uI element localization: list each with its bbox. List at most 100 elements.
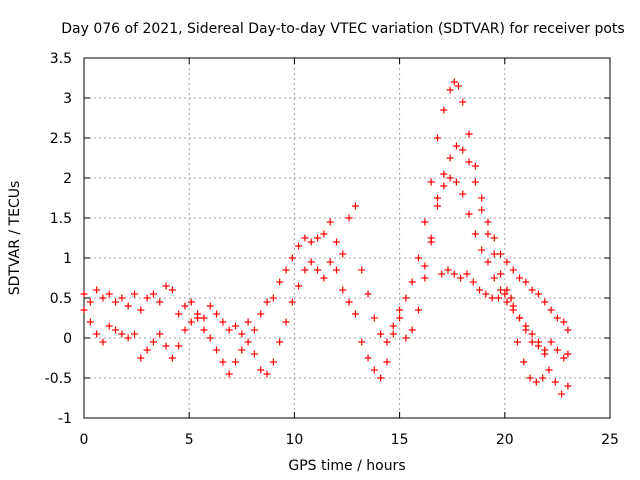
data-point — [408, 326, 416, 334]
data-point — [503, 286, 511, 294]
y-axis-label: SDTVAR / TECUs — [7, 181, 23, 296]
y-tick-label: 2 — [63, 171, 72, 187]
data-point — [471, 230, 479, 238]
data-point — [326, 218, 334, 226]
data-point — [339, 286, 347, 294]
data-point — [326, 258, 334, 266]
data-point — [526, 374, 534, 382]
data-point — [450, 270, 458, 278]
data-point — [295, 282, 303, 290]
data-point — [244, 338, 252, 346]
data-point — [238, 330, 246, 338]
data-point — [370, 366, 378, 374]
data-point — [124, 302, 132, 310]
data-point — [553, 346, 561, 354]
data-point — [257, 310, 265, 318]
data-point — [80, 290, 88, 298]
data-point — [282, 266, 290, 274]
data-point — [345, 298, 353, 306]
data-point — [105, 290, 113, 298]
data-point — [532, 378, 540, 386]
data-point — [440, 182, 448, 190]
data-point — [389, 322, 397, 330]
series-middle-trace — [80, 142, 572, 382]
y-tick-label: 3 — [63, 91, 72, 107]
data-point — [415, 306, 423, 314]
data-point — [553, 314, 561, 322]
data-point — [490, 234, 498, 242]
data-point — [427, 238, 435, 246]
data-point — [250, 326, 258, 334]
data-point — [370, 314, 378, 322]
data-point — [421, 218, 429, 226]
chart-title: Day 076 of 2021, Sidereal Day-to-day VTE… — [61, 21, 624, 37]
data-point — [130, 330, 138, 338]
data-point — [528, 330, 536, 338]
data-point — [156, 330, 164, 338]
data-point — [301, 234, 309, 242]
data-point — [339, 250, 347, 258]
data-point — [516, 274, 524, 282]
data-point — [534, 290, 542, 298]
data-point — [488, 294, 496, 302]
y-tick-label: 0 — [63, 331, 72, 347]
data-point — [301, 266, 309, 274]
data-point — [276, 338, 284, 346]
data-point — [314, 234, 322, 242]
data-point — [421, 262, 429, 270]
data-point — [440, 106, 448, 114]
data-point — [389, 330, 397, 338]
data-point — [438, 270, 446, 278]
data-point — [143, 294, 151, 302]
points-layer — [80, 78, 572, 398]
data-point — [539, 374, 547, 382]
data-point — [484, 230, 492, 238]
data-point — [364, 290, 372, 298]
data-point — [80, 306, 88, 314]
data-point — [433, 194, 441, 202]
y-tick-label: 1.5 — [50, 211, 72, 227]
data-point — [231, 358, 239, 366]
data-point — [238, 346, 246, 354]
data-point — [86, 298, 94, 306]
y-tick-label: -0.5 — [45, 371, 72, 387]
data-point — [446, 174, 454, 182]
data-point — [288, 254, 296, 262]
data-point — [213, 346, 221, 354]
data-point — [528, 286, 536, 294]
data-point — [534, 338, 542, 346]
data-point — [175, 342, 183, 350]
data-point — [168, 286, 176, 294]
data-point — [130, 290, 138, 298]
data-point — [501, 290, 509, 298]
data-point — [168, 354, 176, 362]
data-point — [482, 290, 490, 298]
data-point — [469, 278, 477, 286]
data-point — [124, 334, 132, 342]
y-tick-label: 2.5 — [50, 131, 72, 147]
data-point — [162, 342, 170, 350]
data-point — [295, 242, 303, 250]
data-point — [149, 290, 157, 298]
data-point — [433, 134, 441, 142]
data-point — [522, 322, 530, 330]
data-point — [263, 298, 271, 306]
data-point — [383, 358, 391, 366]
data-point — [446, 154, 454, 162]
data-point — [478, 246, 486, 254]
data-point — [156, 298, 164, 306]
data-point — [516, 314, 524, 322]
data-point — [520, 358, 528, 366]
data-point — [250, 350, 258, 358]
data-point — [377, 374, 385, 382]
data-point — [307, 238, 315, 246]
data-point — [513, 338, 521, 346]
data-point — [143, 346, 151, 354]
data-point — [452, 142, 460, 150]
data-point — [444, 266, 452, 274]
data-point — [465, 210, 473, 218]
data-point — [547, 306, 555, 314]
data-point — [320, 230, 328, 238]
data-point — [494, 294, 502, 302]
data-point — [509, 306, 517, 314]
